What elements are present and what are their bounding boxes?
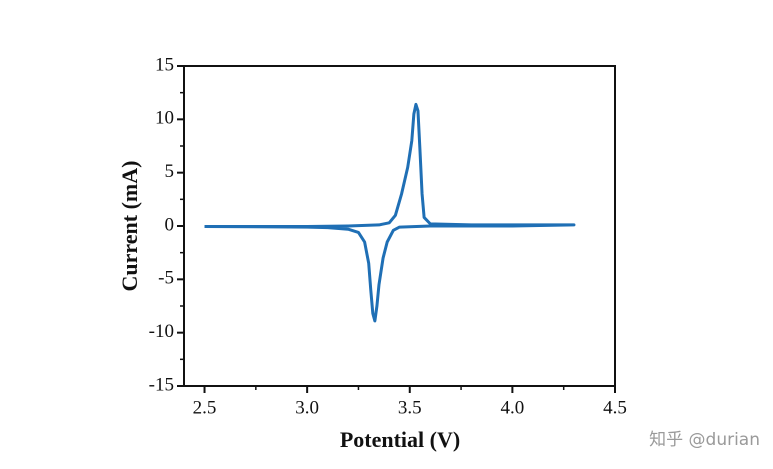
x-tick-label: 2.5 — [193, 397, 217, 418]
y-tick-label: -10 — [149, 321, 174, 342]
y-tick-label: 5 — [165, 161, 175, 182]
x-tick-label: 4.5 — [603, 397, 627, 418]
x-axis-title: Potential (V) — [340, 427, 460, 452]
cv-curve — [204, 102, 576, 323]
x-tick-label: 3.0 — [295, 397, 319, 418]
y-tick-label: 0 — [165, 214, 175, 235]
y-tick-label: -5 — [158, 268, 174, 289]
y-tick-label: -15 — [149, 374, 174, 395]
y-tick-label: 15 — [155, 54, 174, 75]
x-tick-label: 4.0 — [501, 397, 525, 418]
watermark: 知乎 @durian — [649, 430, 760, 450]
y-tick-label: 10 — [155, 108, 174, 129]
x-tick-label: 3.5 — [398, 397, 422, 418]
y-axis-title: Current (mA) — [117, 161, 142, 292]
